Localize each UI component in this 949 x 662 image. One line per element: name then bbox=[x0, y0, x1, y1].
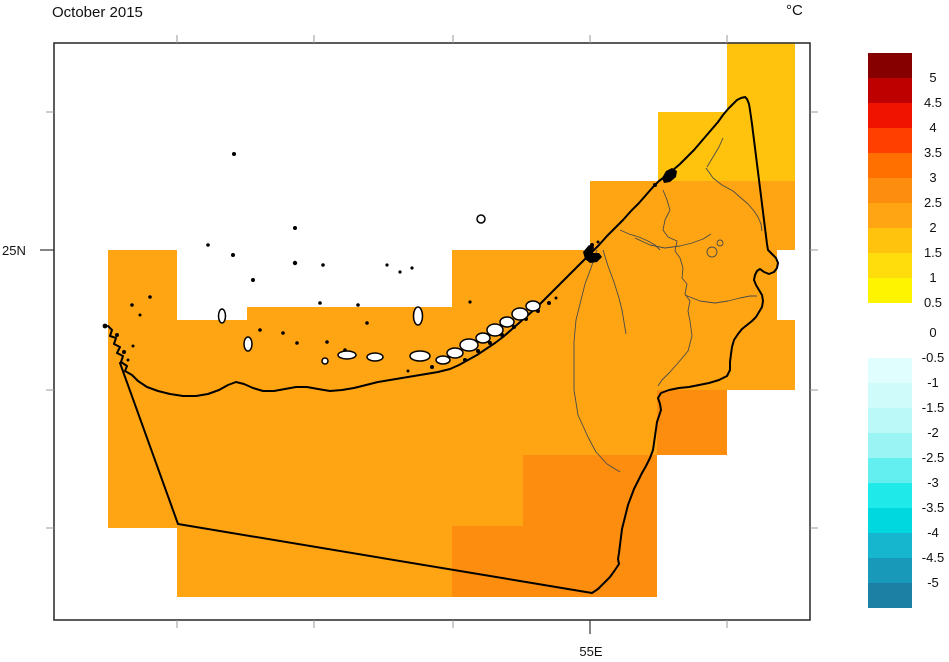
anomaly-cell bbox=[177, 526, 452, 597]
colorbar-cool-block bbox=[868, 358, 912, 383]
colorbar-zero-label: 0 bbox=[929, 325, 937, 340]
colorbar-warm-label: 2 bbox=[929, 220, 937, 235]
colorbar-warm-label: 0.5 bbox=[923, 295, 943, 310]
colorbar-warm-block bbox=[868, 228, 912, 253]
colorbar-warm-label: 5 bbox=[929, 70, 937, 85]
island-outlines bbox=[217, 214, 541, 365]
colorbar-cool-block bbox=[868, 458, 912, 483]
anomaly-cell bbox=[523, 455, 657, 526]
colorbar-warm-block bbox=[868, 203, 912, 228]
colorbar-cool-label: -3.5 bbox=[921, 500, 945, 515]
plot-frame bbox=[53, 42, 811, 621]
colorbar-units-label: °C bbox=[786, 2, 803, 19]
colorbar-warm-block bbox=[868, 153, 912, 178]
colorbar-warm-block bbox=[868, 53, 912, 78]
anomaly-cell bbox=[177, 390, 657, 455]
colorbar-cool-block bbox=[868, 533, 912, 558]
colorbar-cool-label: -1.5 bbox=[921, 400, 945, 415]
colorbar-cool-block bbox=[868, 383, 912, 408]
colorbar-warm-label: 1.5 bbox=[923, 245, 943, 260]
colorbar-cool-label: -2 bbox=[927, 425, 939, 440]
colorbar-warm-block bbox=[868, 178, 912, 203]
colorbar-cool-block bbox=[868, 583, 912, 608]
colorbar-cool-label: -3 bbox=[927, 475, 939, 490]
figure-title: October 2015 bbox=[52, 4, 143, 21]
anomaly-cell bbox=[657, 390, 727, 455]
anomaly-cell bbox=[108, 250, 177, 528]
anomaly-cell bbox=[247, 307, 452, 320]
colorbar-cool-label: -5 bbox=[927, 575, 939, 590]
lon-tick-label: 55E bbox=[579, 644, 603, 659]
internal-borders bbox=[573, 137, 763, 473]
anomaly-cell bbox=[452, 526, 657, 597]
colorbar-warm-label: 4.5 bbox=[923, 95, 943, 110]
colorbar-cool-label: -2.5 bbox=[921, 450, 945, 465]
colorbar-cool-label: -1 bbox=[927, 375, 939, 390]
anomaly-cell bbox=[177, 455, 523, 526]
coastline-border bbox=[107, 96, 779, 594]
colorbar-cool-block bbox=[868, 508, 912, 533]
colorbar-cool-label: -4.5 bbox=[921, 550, 945, 565]
colorbar-warm-label: 1 bbox=[929, 270, 937, 285]
colorbar-warm-block bbox=[868, 103, 912, 128]
colorbar-cool-block bbox=[868, 433, 912, 458]
axis-ticks bbox=[40, 35, 818, 634]
anomaly-cell bbox=[177, 320, 795, 390]
colorbar-warm-label: 3 bbox=[929, 170, 937, 185]
colorbar-warm-label: 2.5 bbox=[923, 195, 943, 210]
colorbar-cool-block bbox=[868, 558, 912, 583]
anomaly-cell bbox=[727, 43, 795, 181]
colorbar-cool-block bbox=[868, 408, 912, 433]
colorbar-warm-block bbox=[868, 128, 912, 153]
colorbar-cool-label: -4 bbox=[927, 525, 939, 540]
lat-tick-label: 25N bbox=[2, 243, 26, 258]
colorbar-warm-label: 3.5 bbox=[923, 145, 943, 160]
grid-cells-layer bbox=[108, 43, 795, 597]
colorbar-warm-block bbox=[868, 78, 912, 103]
colorbar-warm-block bbox=[868, 253, 912, 278]
colorbar-warm-label: 4 bbox=[929, 120, 937, 135]
colorbar-warm-block bbox=[868, 278, 912, 303]
coastal-clusters bbox=[583, 168, 677, 263]
colorbar-cool-block bbox=[868, 483, 912, 508]
colorbar-cool-label: -0.5 bbox=[921, 350, 945, 365]
